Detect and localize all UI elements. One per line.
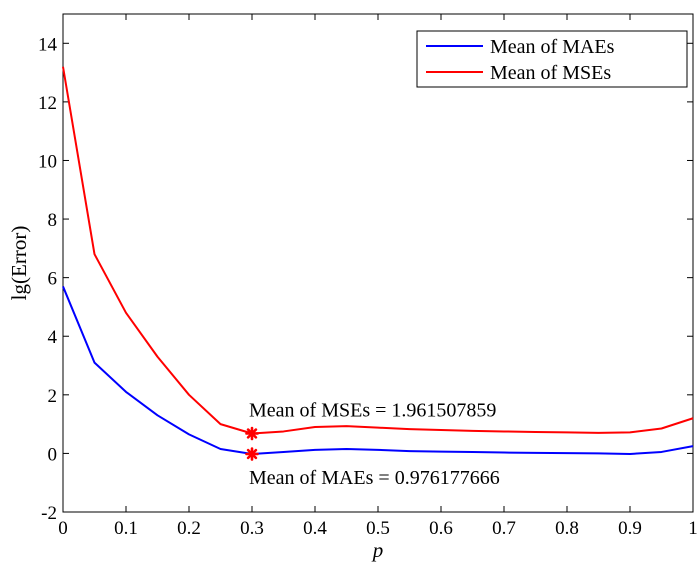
x-tick-label: 0.6 [429,518,453,539]
y-tick-label: 6 [48,269,58,290]
y-axis-label: lg(Error) [7,226,31,301]
y-tick-label: 2 [48,386,58,407]
y-tick-label: 12 [38,93,57,114]
x-tick-label: 0.9 [618,518,642,539]
legend: Mean of MAEs Mean of MSEs [416,30,688,88]
y-tick-label: 14 [38,34,58,55]
series-line-mean-of-maes [62,286,694,455]
x-tick-label: 1 [688,518,698,539]
x-tick-label: 0.1 [114,518,138,539]
legend-box [416,30,688,88]
x-tick-label: 0.8 [555,518,579,539]
x-tick-label: 0 [58,518,68,539]
y-tick-label: 0 [48,444,58,465]
x-tick-label: 0.7 [492,518,516,539]
annotation-mean-of-maes: Mean of MAEs = 0.976177666 [249,467,500,489]
y-axis-ticks: -2 0 2 4 6 8 10 12 14 [38,34,693,524]
x-tick-label: 0.4 [303,518,327,539]
annotation-mean-of-mses: Mean of MSEs = 1.961507859 [249,399,496,421]
y-tick-label: 4 [48,327,58,348]
legend-label-mean-of-mses: Mean of MSEs [490,62,611,84]
plot-area [62,13,694,513]
legend-label-mean-of-maes: Mean of MAEs [490,36,615,58]
series-layer [62,66,694,455]
marker-layer [245,426,259,461]
x-axis-ticks: 0 0.1 0.2 0.3 0.4 0.5 0.6 0.7 0.8 0.9 1 [58,14,698,539]
y-tick-label: -2 [41,503,57,524]
y-tick-label: 10 [38,151,57,172]
series-line-mean-of-mses [62,66,694,435]
x-tick-label: 0.2 [177,518,201,539]
x-tick-label: 0.3 [240,518,264,539]
y-tick-label: 8 [48,210,58,231]
marker-mean-of-maes [245,447,259,461]
x-axis-label: p [371,538,384,562]
annotation-layer: Mean of MSEs = 1.961507859 Mean of MAEs =… [249,399,500,489]
marker-mean-of-mses [245,426,259,441]
x-tick-label: 0.5 [366,518,390,539]
